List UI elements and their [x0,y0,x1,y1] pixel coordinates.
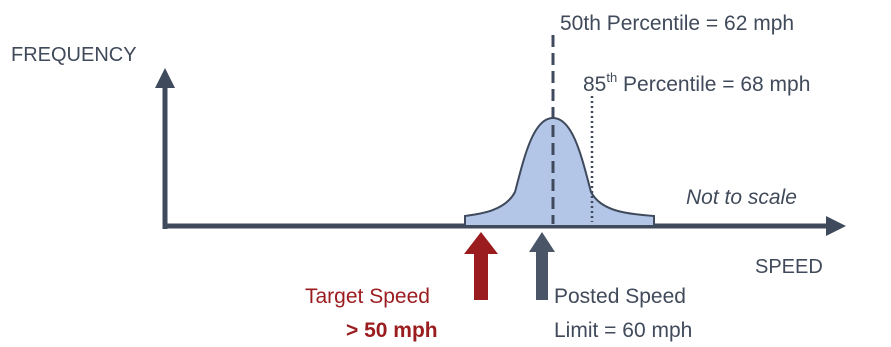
x-axis-arrowhead [826,216,846,236]
target-speed-arrow [464,232,498,300]
posted-speed-value: Limit = 60 mph [554,319,692,342]
posted-speed-arrow [529,232,555,300]
speed-distribution-curve [464,116,655,227]
frequency-axis-label: FREQUENCY [11,44,137,66]
up-arrow-icon [529,232,555,300]
frequency-axis [155,68,175,229]
speed-axis-label: SPEED [755,256,823,278]
p85-label: 85th Percentile = 68 mph [583,70,810,96]
p85-number: 85 [583,73,606,96]
not-to-scale-note: Not to scale [686,186,797,209]
p85-ordinal-sup: th [606,70,617,85]
p85-text: Percentile = 68 mph [617,73,810,96]
posted-speed-label: Posted Speed [554,285,686,308]
target-speed-label: Target Speed [305,285,430,308]
y-axis-arrowhead [155,68,175,88]
up-arrow-icon [464,232,498,300]
p50-label: 50th Percentile = 62 mph [560,12,794,35]
target-speed-value: > 50 mph [346,319,438,342]
